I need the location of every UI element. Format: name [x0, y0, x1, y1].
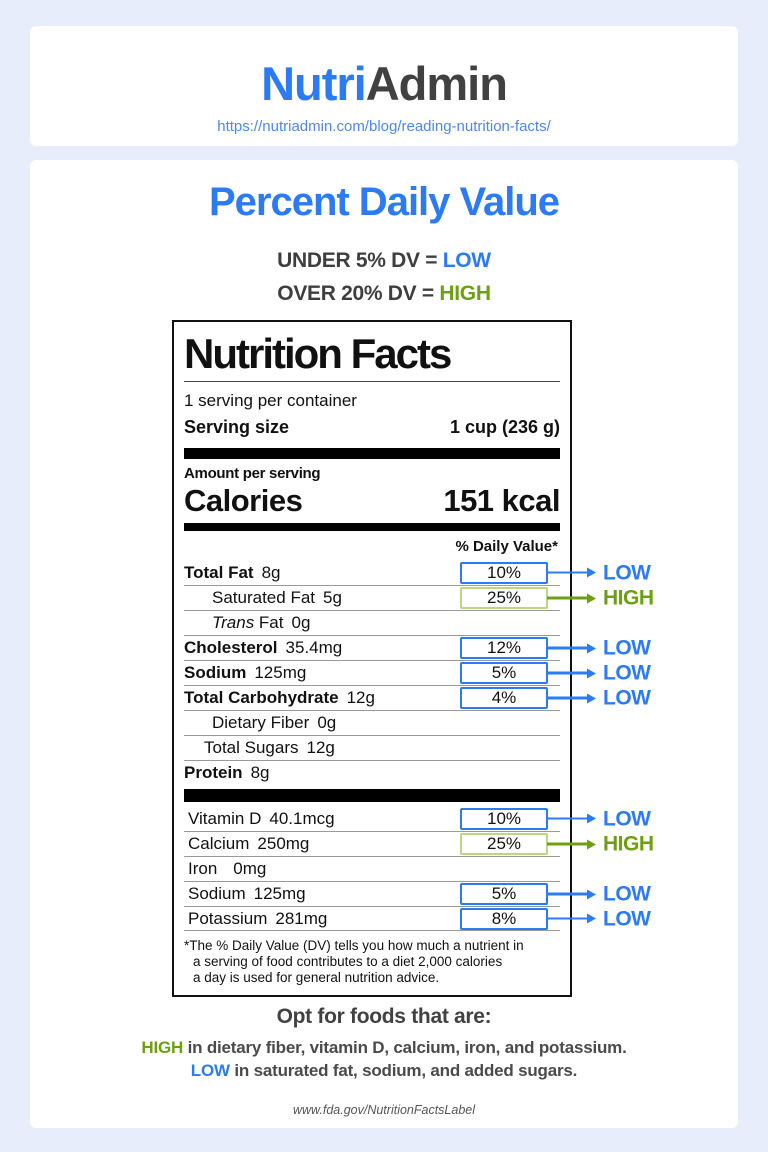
row-saturated-fat: Saturated Fat 5g 25% HIGH — [184, 585, 654, 610]
rule-under-5: UNDER 5% DV = LOW — [30, 249, 738, 273]
calories-row: Calories 151 kcal — [184, 483, 560, 519]
row-cholesterol: Cholesterol 35.4mg 12% LOW — [184, 635, 651, 660]
footnote-line: a day is used for general nutrition advi… — [193, 969, 440, 985]
arrow-head-icon — [587, 643, 596, 654]
rule-over-20-value: HIGH — [439, 282, 491, 305]
arrow-head-icon — [587, 593, 596, 604]
row-sodium-2: Sodium 125mg 5% LOW — [184, 881, 651, 906]
logo-admin: Admin — [365, 57, 508, 110]
tips-heading: Opt for foods that are: — [276, 1005, 492, 1028]
footnote-line: a serving of food contributes to a diet … — [193, 953, 503, 969]
rule-under-5-value: LOW — [442, 249, 491, 272]
arrow-line — [547, 571, 587, 574]
dv-callout-low: LOW — [547, 808, 651, 829]
dv-callout-low: LOW — [547, 688, 651, 709]
calories-value: 151 kcal — [443, 483, 560, 519]
arrow-line — [547, 696, 587, 700]
page-title: Percent Daily Value — [208, 180, 560, 224]
blog-url-link[interactable]: https://nutriadmin.com/blog/reading-nutr… — [217, 117, 551, 135]
arrow-line — [547, 917, 587, 920]
dv-box: 8% — [460, 907, 548, 930]
row-total-fat: Total Fat 8g 10% LOW — [184, 561, 651, 585]
footnote-line: *The % Daily Value (DV) tells you how mu… — [184, 938, 524, 954]
fda-source-url: www.fda.gov/NutritionFactsLabel — [292, 1103, 476, 1117]
row-trans-fat: Trans Fat 0g — [184, 610, 560, 635]
arrow-head-icon — [587, 668, 596, 679]
arrow-head-icon — [587, 813, 596, 824]
servings-per-container: 1 serving per container — [184, 391, 357, 411]
arrow-line — [547, 817, 587, 820]
medium-divider-bar — [184, 523, 560, 532]
dv-callout-low: LOW — [547, 884, 651, 905]
row-vitamin-d: Vitamin D 40.1mcg 10% LOW — [188, 807, 651, 831]
tip-low-rest: in saturated fat, sodium, and added suga… — [229, 1061, 578, 1080]
row-potassium: Potassium 281mg 8% LOW — [184, 906, 651, 932]
main-card: Percent Daily Value UNDER 5% DV = LOW OV… — [30, 160, 738, 1128]
tip-high: HIGH in dietary fiber, vitamin D, calciu… — [30, 1038, 738, 1058]
header-card: NutriAdmin https://nutriadmin.com/blog/r… — [30, 26, 738, 146]
dv-box: 25% — [460, 587, 548, 610]
serving-size-value: 1 cup (236 g) — [449, 417, 560, 438]
arrow-head-icon — [587, 913, 596, 924]
row-total-carbohydrate: Total Carbohydrate 12g 4% LOW — [184, 685, 651, 710]
thick-divider-bar — [184, 789, 560, 803]
arrow-head-icon — [587, 889, 596, 900]
arrow-head-icon — [587, 693, 596, 704]
daily-value-header: % Daily Value* — [455, 538, 558, 556]
arrow-line — [547, 646, 587, 650]
dv-callout-low: LOW — [547, 908, 651, 929]
nutrition-facts-label: Nutrition Facts 1 serving per container … — [172, 320, 654, 998]
dv-box: 5% — [460, 662, 548, 685]
arrow-line — [547, 892, 587, 896]
dv-callout-low: LOW — [547, 638, 651, 659]
row-total-sugars: Total Sugars 12g — [184, 735, 560, 760]
dv-callout-low: LOW — [547, 663, 651, 684]
arrow-head-icon — [587, 567, 596, 578]
serving-size-row: Serving size 1 cup (236 g) — [184, 414, 560, 446]
title-divider — [184, 381, 560, 383]
thick-divider-bar — [184, 448, 560, 460]
arrow-head-icon — [587, 839, 596, 850]
amount-per-serving: Amount per serving — [184, 465, 321, 483]
dv-box: 10% — [460, 561, 548, 584]
arrow-line — [547, 596, 587, 600]
dv-box: 5% — [460, 883, 548, 906]
rule-over-20: OVER 20% DV = HIGH — [30, 282, 738, 306]
dv-callout-high: HIGH — [547, 834, 654, 855]
logo-nutri: Nutri — [261, 57, 367, 110]
label-title: Nutrition Facts — [184, 330, 452, 377]
dv-box: 25% — [460, 833, 548, 856]
tip-low: LOW in saturated fat, sodium, and added … — [30, 1061, 738, 1081]
calories-label: Calories — [184, 483, 303, 519]
dv-callout-high: HIGH — [547, 588, 654, 609]
nutriadmin-logo: NutriAdmin — [30, 58, 738, 110]
row-protein: Protein 8g — [184, 760, 560, 785]
dv-box: 4% — [460, 687, 548, 710]
arrow-line — [547, 842, 587, 846]
label-footnote: *The % Daily Value (DV) tells you how mu… — [184, 938, 560, 985]
row-calcium: Calcium 250mg 25% HIGH — [184, 831, 654, 856]
dv-callout-low: LOW — [547, 562, 651, 583]
row-iron: Iron 0mg — [184, 856, 560, 881]
row-sodium: Sodium 125mg 5% LOW — [184, 660, 651, 685]
rule-under-5-prefix: UNDER 5% DV = — [277, 249, 443, 272]
rule-over-20-prefix: OVER 20% DV = — [277, 282, 440, 305]
tip-high-word: HIGH — [141, 1038, 184, 1057]
row-dietary-fiber: Dietary Fiber 0g — [184, 710, 560, 735]
dv-box: 10% — [460, 807, 548, 830]
dv-box: 12% — [460, 637, 548, 660]
tip-high-rest: in dietary fiber, vitamin D, calcium, ir… — [183, 1038, 627, 1057]
serving-size-label: Serving size — [184, 417, 290, 438]
tip-low-word: LOW — [190, 1061, 230, 1080]
arrow-line — [547, 671, 587, 675]
